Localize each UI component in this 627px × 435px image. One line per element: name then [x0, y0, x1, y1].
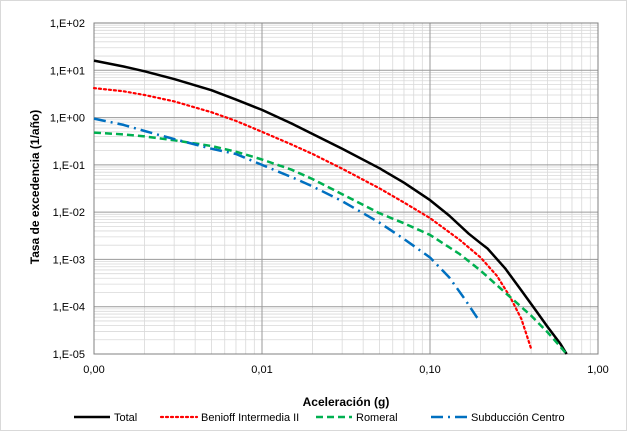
y-tick-label: 1,E-02 — [53, 207, 85, 219]
x-tick-label: 0,00 — [83, 364, 104, 376]
tick-labels: 0,00 0,01 0,10 1,00 1,E+02 1,E+01 1,E+00 1,E-01… — [50, 18, 609, 376]
legend-label: Subducción Centro — [471, 412, 565, 424]
x-tick-label: 1,00 — [587, 364, 608, 376]
y-tick-label: 1,E-03 — [53, 254, 85, 266]
legend-label: Total — [114, 412, 137, 424]
x-tick-label: 0,01 — [251, 364, 272, 376]
series-lines — [92, 59, 568, 355]
y-tick-label: 1,E+00 — [50, 113, 85, 125]
y-axis-title: Tasa de excedencia (1/año) — [28, 110, 42, 265]
plot-area — [94, 23, 598, 354]
legend-label: Romeral — [356, 412, 398, 424]
y-tick-label: 1,E+02 — [50, 18, 85, 30]
legend: Total Benioff Intermedia II Romeral Subducc… — [74, 412, 565, 424]
y-tick-label: 1,E-04 — [53, 302, 85, 314]
series-line-benioff-intermedia-ii — [92, 86, 533, 350]
series-line-total — [93, 59, 568, 355]
y-tick-label: 1,E-01 — [53, 160, 85, 172]
legend-label: Benioff Intermedia II — [201, 412, 299, 424]
y-tick-label: 1,E-05 — [53, 349, 85, 361]
x-axis-title: Aceleración (g) — [303, 395, 390, 409]
x-tick-label: 0,10 — [419, 364, 440, 376]
plot-border — [93, 22, 599, 355]
grid — [93, 22, 599, 355]
series-line-romeral — [93, 131, 568, 355]
y-tick-label: 1,E+01 — [50, 65, 85, 77]
series-line-subducci-n-centro — [93, 117, 482, 322]
